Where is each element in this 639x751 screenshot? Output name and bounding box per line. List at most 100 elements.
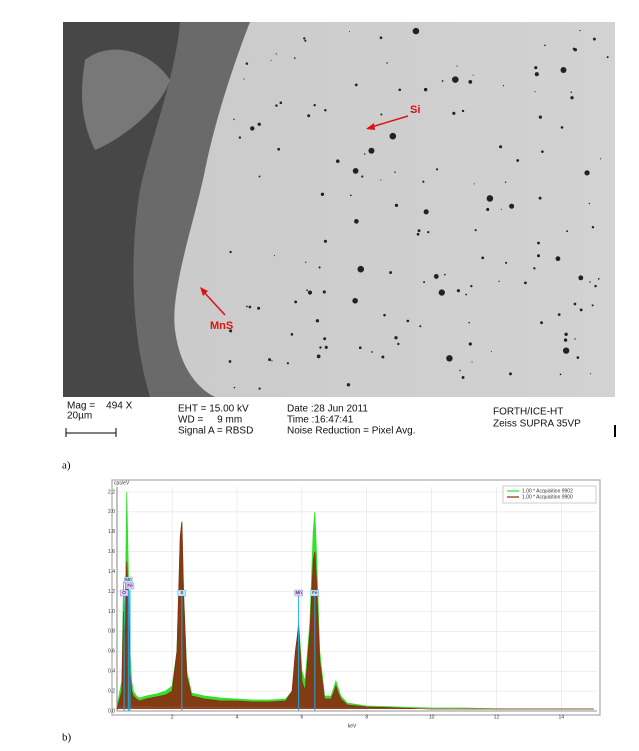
sem-dot [320,192,325,196]
sem-dot [318,266,321,269]
sem-dot [417,229,421,233]
sem-dot [270,60,272,62]
sem-dot [279,101,283,105]
chart-frame [111,479,601,716]
sem-dot [412,111,414,113]
sem-dot [422,180,425,183]
sem-dot [574,338,576,340]
sem-dot [322,290,326,294]
sem-dot [412,27,420,35]
sem-dot [380,179,382,181]
sem-dot [474,229,477,232]
sem-dot [238,136,242,139]
sem-dot [443,273,446,276]
y-tick-label: 0.8 [108,629,115,635]
sem-dot [307,290,313,295]
sem-dot [397,342,400,346]
annotation: Si [410,104,420,116]
sem-dot [498,280,500,282]
sem-dot [361,175,364,178]
legend-label: 1.00 * Acquisition 9902 [522,488,573,494]
info-eht: EHT = 15.00 kV [178,404,249,415]
sem-dot [257,306,261,310]
spectrum-chart: cps/eV keV 0.0 0.2 0.4 0.6 0.8 1.0 1.2 1.4 1.6 1.… [108,479,601,729]
sem-dot [305,261,307,263]
sem-dot [555,256,561,262]
sem-dot [233,118,235,121]
arrow-head [366,123,375,130]
sem-dot [584,170,590,176]
sem-dot [468,342,472,346]
sem-dot [499,145,503,149]
x-tick-label: 2 [171,714,174,720]
sem-dot [589,373,592,375]
sem-dot [363,153,366,155]
peak-label-box [294,589,303,597]
sem-dot [538,115,542,119]
sem-dot [438,289,445,296]
sem-dot [307,114,311,118]
peak-label: Fe [312,590,318,595]
sem-dot [504,181,507,183]
sem-dot [564,332,568,336]
sem-dot [286,362,290,365]
sem-dot [537,241,540,245]
sem-dot [379,36,383,40]
sem-dot [560,67,567,73]
sem-dot [456,65,458,67]
sem-dot [315,319,320,323]
sem-dot [358,346,362,350]
sem-dot [324,109,327,112]
legend-label: 1.00 * Acquisition 9900 [522,494,573,500]
sem-dot [557,313,561,316]
sem-dot [389,132,397,140]
sem-particles [82,49,170,150]
sem-dot [423,209,429,215]
sem-dot [534,91,536,93]
sem-dot [246,305,248,308]
sem-dot [540,321,543,325]
y-tick-label: 0.4 [108,669,115,675]
caption: b) [62,732,72,744]
arrow [201,289,226,316]
sem-dot [579,29,581,32]
y-tick-label: 1.2 [108,589,115,595]
y-tick-label: 1.6 [108,549,115,555]
sem-dot [486,207,490,211]
peak-label-box [125,582,135,590]
sem-dot [257,122,261,126]
sem-dot [323,337,327,341]
sem-dot [313,104,316,107]
sem-dot [386,62,388,64]
sem-dot [578,275,584,281]
sem-dot [319,346,322,349]
x-axis-label: keV [348,723,357,729]
sem-dot [468,321,470,324]
sem-dot [275,104,278,107]
sem-dot [245,62,249,65]
sem-dot [481,256,485,260]
x-tick-label: 8 [365,714,368,720]
info-lab: FORTH/ICE-HT [493,407,563,418]
y-tick-label: 1.0 [108,609,115,615]
sem-dot [534,72,539,77]
sem-dot [433,274,439,279]
sem-dot [271,360,273,362]
sem-dot [563,338,568,342]
sem-dot [228,360,232,363]
sem-dot [250,126,255,131]
y-axis-label: cps/eV [114,480,130,486]
peak-label: S [180,590,183,595]
info-wd: WD = 9 mm [178,415,242,426]
sem-dot [349,194,352,197]
sem-dot [452,76,459,83]
sem-dot [599,158,602,160]
sem-dot [560,126,564,129]
sem-dot [591,304,594,307]
sem-dot [441,80,444,82]
sem-dot [346,383,351,387]
annotation: MnS [210,320,233,332]
info-bar [63,397,615,437]
y-tick-label: 2.2 [108,489,115,495]
